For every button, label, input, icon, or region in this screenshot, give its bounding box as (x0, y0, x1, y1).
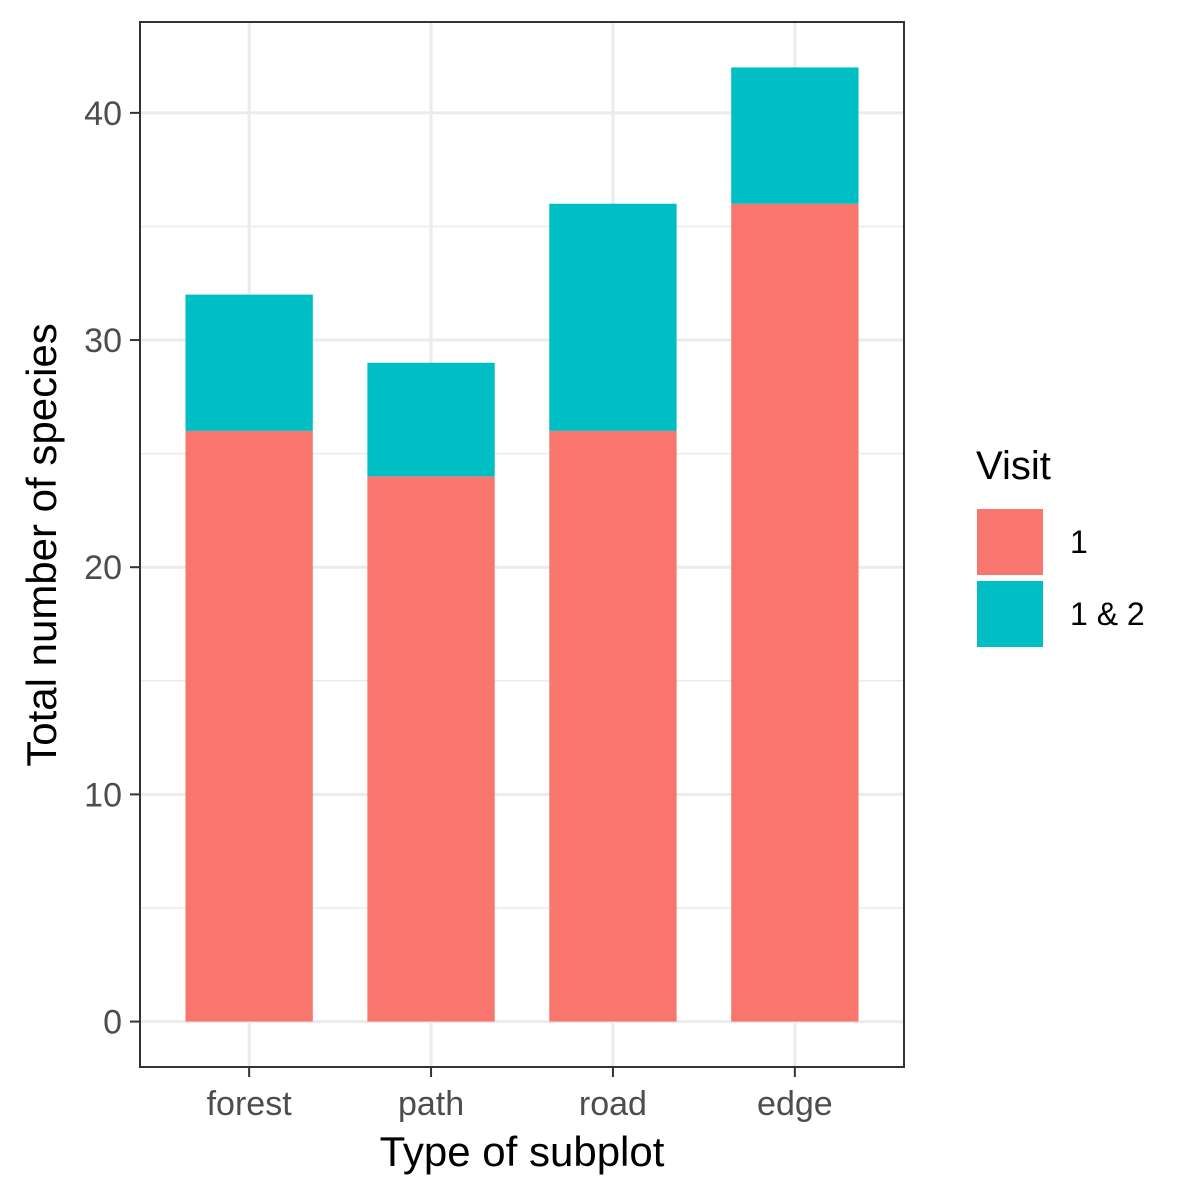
legend-label-2: 1 & 2 (1070, 596, 1145, 632)
y-tick-label: 10 (84, 776, 122, 814)
plot-panel-border (139, 21, 905, 1068)
bar-path-series-1 (367, 476, 495, 1022)
bars (185, 67, 859, 1022)
y-tick-label: 0 (103, 1004, 122, 1042)
bar-road-series-2 (549, 203, 677, 431)
y-tick-label: 20 (84, 549, 122, 587)
y-axis-title: Total number of species (18, 323, 65, 767)
x-tick-label-forest: forest (207, 1085, 293, 1123)
x-tick-label-path: path (398, 1085, 464, 1123)
legend: Visit 1 1 & 2 (976, 444, 1145, 647)
legend-key-2 (977, 581, 1043, 647)
y-tick-label: 30 (84, 322, 122, 360)
bar-edge-series-1 (731, 203, 859, 1022)
legend-key-1 (977, 509, 1043, 575)
bar-forest-series-2 (185, 294, 313, 431)
legend-label-1: 1 (1070, 524, 1088, 560)
y-tick-label: 40 (84, 95, 122, 133)
legend-title: Visit (976, 444, 1051, 488)
x-tick-label-edge: edge (757, 1085, 833, 1123)
bar-road-series-1 (549, 430, 677, 1022)
x-axis: forest path road edge (207, 1067, 833, 1123)
y-axis: 0 10 20 30 40 (84, 95, 140, 1042)
bar-path-series-2 (367, 362, 495, 477)
bar-forest-series-1 (185, 430, 313, 1022)
bar-edge-series-2 (731, 67, 859, 204)
x-axis-title: Type of subplot (380, 1128, 665, 1175)
x-tick-label-road: road (579, 1085, 647, 1123)
